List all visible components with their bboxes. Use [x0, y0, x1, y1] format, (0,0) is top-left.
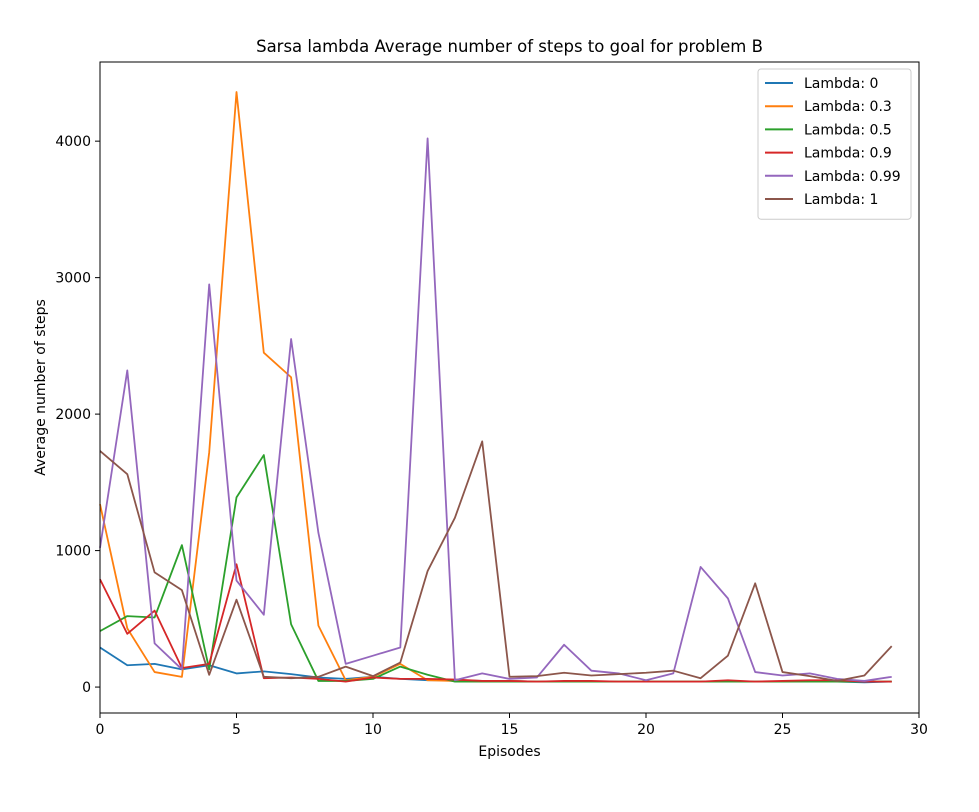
series-line-lambda-0-9 — [99, 563, 892, 683]
legend-entry-label: Lambda: 0 — [804, 76, 878, 92]
x-tick-label: 0 — [96, 722, 105, 738]
x-tick-label: 30 — [910, 722, 928, 738]
y-tick-label: 3000 — [55, 271, 91, 287]
y-tick-label: 0 — [82, 680, 91, 696]
x-tick-label: 10 — [364, 722, 382, 738]
series-layer — [99, 91, 893, 684]
y-axis-label: Average number of steps — [33, 299, 49, 476]
x-axis-ticks: 0 5 10 15 20 25 30 — [96, 713, 928, 738]
y-axis-ticks: 0 1000 2000 3000 4000 — [55, 134, 100, 696]
legend-entry-label: Lambda: 0.99 — [804, 169, 901, 185]
y-tick-label: 1000 — [55, 544, 91, 560]
legend-entry-label: Lambda: 0.5 — [804, 122, 892, 138]
y-tick-label: 4000 — [55, 134, 91, 150]
x-tick-label: 5 — [232, 722, 241, 738]
legend-entry-label: Lambda: 1 — [804, 192, 878, 208]
y-tick-label: 2000 — [55, 407, 91, 423]
x-tick-label: 20 — [637, 722, 655, 738]
x-axis-label: Episodes — [478, 744, 540, 760]
legend-entry-label: Lambda: 0.3 — [804, 99, 892, 115]
chart-title: Sarsa lambda Average number of steps to … — [256, 37, 763, 56]
x-tick-label: 25 — [774, 722, 792, 738]
x-tick-label: 15 — [501, 722, 519, 738]
legend-box — [757, 68, 912, 220]
series-line-lambda-0-99 — [99, 137, 892, 682]
series-line-lambda-1 — [99, 440, 893, 682]
legend: Lambda: 0 Lambda: 0.3 Lambda: 0.5 Lambda: 0… — [757, 68, 912, 220]
legend-entry-label: Lambda: 0.9 — [804, 146, 892, 162]
